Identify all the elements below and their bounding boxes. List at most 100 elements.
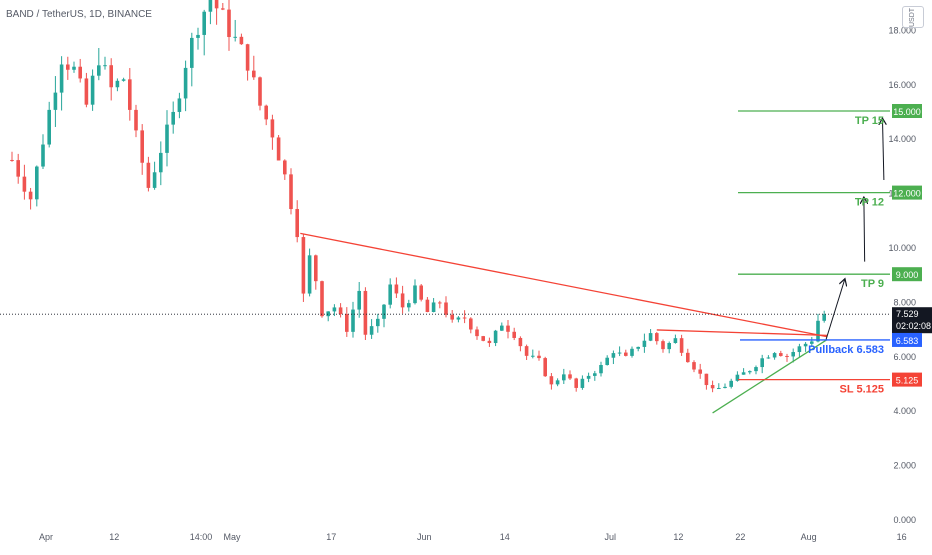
candle-body bbox=[636, 346, 640, 349]
trendline-descending-resistance[interactable] bbox=[300, 232, 828, 338]
candle-body bbox=[611, 353, 616, 358]
current-price-badge[interactable] bbox=[892, 307, 932, 334]
candle-body bbox=[729, 380, 733, 387]
candle-body bbox=[679, 338, 684, 353]
trendline-ascending-support[interactable] bbox=[712, 338, 828, 414]
level-name: TP 9 bbox=[861, 278, 884, 290]
candle-body bbox=[128, 79, 132, 110]
level-price-badge[interactable] bbox=[892, 332, 922, 347]
candle-body bbox=[562, 374, 566, 381]
candle-body bbox=[357, 290, 361, 310]
candle-body bbox=[642, 340, 647, 347]
time-tick-label: 12 bbox=[109, 532, 119, 542]
candle-body bbox=[214, 0, 219, 9]
price-tick-label: 6.000 bbox=[893, 352, 916, 362]
candle-body bbox=[735, 374, 740, 381]
candle-body bbox=[165, 124, 169, 153]
candle-body bbox=[239, 36, 244, 45]
level-name: TP 12 bbox=[855, 197, 884, 209]
candle-body bbox=[537, 355, 541, 359]
candle-body bbox=[351, 309, 355, 332]
candle-body bbox=[314, 255, 318, 282]
candle-body bbox=[245, 44, 250, 71]
time-tick-label: Jul bbox=[604, 532, 616, 542]
level-lines[interactable]: TP 15 TP 12 TP 9 Pullback 6.583 SL 5.125 bbox=[0, 110, 890, 396]
trendline-flat-resistance[interactable] bbox=[656, 329, 828, 337]
candle-body bbox=[605, 357, 609, 366]
candle-body bbox=[741, 372, 746, 375]
time-tick-label: 14 bbox=[500, 532, 510, 542]
candle-body bbox=[276, 137, 281, 161]
candle-body bbox=[692, 362, 696, 370]
candle-body bbox=[617, 352, 622, 354]
candle-body bbox=[400, 293, 405, 308]
candle-body bbox=[152, 172, 157, 188]
level-price-label: 5.125 bbox=[896, 376, 919, 386]
candle-body bbox=[332, 307, 337, 312]
candle-body bbox=[35, 166, 39, 200]
candle-body bbox=[78, 66, 82, 79]
candle-body bbox=[22, 176, 27, 192]
candle-body bbox=[10, 159, 14, 161]
price-tick-label: 4.000 bbox=[893, 406, 916, 416]
candle-body bbox=[382, 304, 386, 319]
projection-arrow[interactable] bbox=[864, 198, 865, 262]
projection-arrow[interactable] bbox=[825, 280, 845, 340]
candle-body bbox=[698, 369, 702, 374]
candle-body bbox=[369, 326, 374, 335]
candle-body bbox=[518, 337, 523, 347]
level-price-badge[interactable] bbox=[892, 104, 922, 118]
current-price-label: 7.529 bbox=[896, 309, 919, 319]
time-tick-label: 17 bbox=[326, 532, 336, 542]
candle-body bbox=[803, 343, 808, 347]
candle-body bbox=[146, 162, 151, 188]
price-tick-label: 2.000 bbox=[893, 461, 916, 471]
candle-body bbox=[407, 303, 411, 308]
candle-body bbox=[47, 109, 51, 145]
candle-body bbox=[574, 378, 578, 388]
candle-body bbox=[109, 65, 113, 88]
candle-body bbox=[543, 358, 547, 377]
level-price-badge[interactable] bbox=[892, 185, 922, 200]
candle-body bbox=[134, 109, 138, 131]
currency-badge[interactable]: USDT bbox=[902, 6, 924, 28]
time-tick-label: May bbox=[223, 532, 241, 542]
candle-body bbox=[710, 385, 715, 389]
candle-body bbox=[754, 367, 758, 372]
candle-body bbox=[84, 78, 89, 105]
candle-body bbox=[345, 314, 349, 332]
candle-body bbox=[655, 333, 659, 342]
level-price-badge[interactable] bbox=[892, 372, 922, 387]
price-axis[interactable]: 0.000 2.000 4.000 6.000 8.000 10.000 12.000 14.… bbox=[888, 25, 932, 525]
candle-body bbox=[431, 302, 436, 313]
candle-body bbox=[723, 386, 727, 389]
level-name: Pullback 6.583 bbox=[808, 344, 884, 356]
candle-body bbox=[500, 325, 504, 331]
candle-body bbox=[196, 34, 200, 38]
candle-body bbox=[512, 331, 516, 338]
candle-body bbox=[28, 191, 33, 200]
candle-body bbox=[413, 285, 417, 304]
candle-body bbox=[41, 144, 45, 167]
candle-body bbox=[549, 376, 554, 385]
candle-body bbox=[394, 284, 399, 294]
candle-body bbox=[487, 340, 492, 344]
candle-body bbox=[53, 92, 58, 110]
time-tick-label: Aug bbox=[801, 532, 817, 542]
candle-body bbox=[704, 373, 709, 386]
candle-body bbox=[66, 64, 70, 70]
candle-body bbox=[475, 329, 479, 337]
candle-body bbox=[388, 284, 392, 305]
projection-arrow[interactable] bbox=[882, 119, 883, 181]
price-tick-label: 0.000 bbox=[893, 515, 916, 525]
candle-body bbox=[72, 66, 76, 70]
drawings[interactable] bbox=[300, 119, 884, 414]
candle-body bbox=[258, 77, 262, 106]
candle-body bbox=[797, 346, 802, 353]
candle-body bbox=[270, 119, 275, 138]
candle-body bbox=[785, 355, 789, 357]
level-price-badge[interactable] bbox=[892, 267, 922, 282]
